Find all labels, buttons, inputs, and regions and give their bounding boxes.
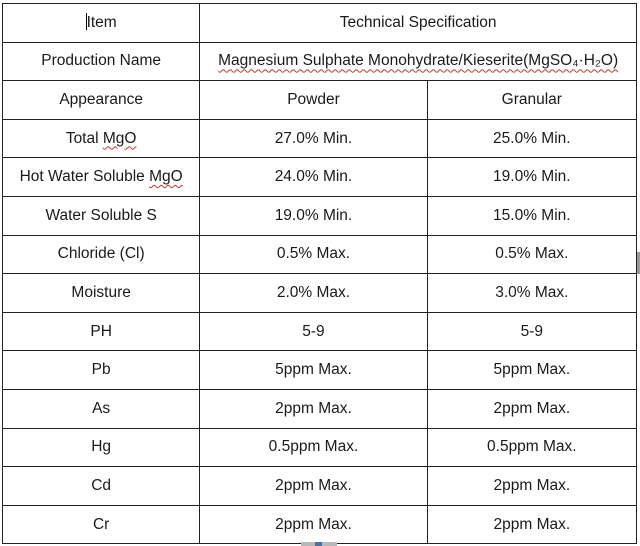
row-powder-value[interactable]: 2ppm Max.: [199, 504, 428, 545]
row-item-cell[interactable]: PH: [1, 311, 201, 352]
row-item-cell[interactable]: Total MgO: [1, 118, 201, 159]
row-item-cell[interactable]: Moisture: [1, 273, 201, 313]
table-row: Pb 5ppm Max. 5ppm Max.: [1, 350, 638, 390]
header-item-cell[interactable]: Item: [1, 3, 201, 43]
table-row: Total MgO 27.0% Min. 25.0% Min.: [1, 118, 638, 159]
row-item-label: Total MgO: [65, 129, 137, 147]
header-item-label: Item: [86, 14, 117, 32]
text-cursor: [85, 13, 87, 31]
row-item-label: As: [92, 399, 111, 417]
spellcheck-underline: MgO: [102, 129, 137, 147]
row-item-cell[interactable]: Pb: [1, 350, 201, 390]
row-item-label: Chloride (Cl): [57, 245, 145, 263]
table-row: Cd 2ppm Max. 2ppm Max.: [1, 466, 638, 506]
row-powder-value[interactable]: 5-9: [199, 311, 428, 352]
row-granular-value[interactable]: 2ppm Max.: [426, 388, 638, 429]
appearance-granular[interactable]: Granular: [426, 80, 638, 120]
row-granular-value[interactable]: 0.5% Max.: [426, 234, 638, 275]
row-item-cell[interactable]: Chloride (Cl): [1, 234, 201, 275]
table-row: Chloride (Cl) 0.5% Max. 0.5% Max.: [1, 234, 638, 275]
row-item-label: Pb: [91, 361, 111, 379]
appearance-label[interactable]: Appearance: [1, 80, 201, 120]
table-row: Hot Water Soluble MgO 24.0% Min. 19.0% Min…: [1, 157, 638, 197]
product-name-label[interactable]: Production Name: [1, 41, 201, 82]
row-item-label: Water Soluble S: [45, 206, 157, 224]
row-item-cell[interactable]: Cr: [1, 504, 201, 545]
horizontal-scroll-thumb[interactable]: [301, 542, 337, 546]
row-granular-value[interactable]: 3.0% Max.: [426, 273, 638, 313]
row-granular-value[interactable]: 2ppm Max.: [426, 504, 638, 545]
row-granular-value[interactable]: 15.0% Min.: [426, 195, 638, 236]
row-granular-value[interactable]: 2ppm Max.: [426, 466, 638, 506]
table-row: Cr 2ppm Max. 2ppm Max.: [1, 504, 638, 545]
row-item-cell[interactable]: Hg: [1, 427, 201, 468]
row-granular-value[interactable]: 19.0% Min.: [426, 157, 638, 197]
row-granular-value[interactable]: 0.5ppm Max.: [426, 427, 638, 468]
row-powder-value[interactable]: 0.5ppm Max.: [199, 427, 428, 468]
product-name-value-cell[interactable]: Magnesium Sulphate Monohydrate/Kieserite…: [199, 41, 637, 82]
spellcheck-underline: MgO: [149, 168, 183, 186]
row-granular-value[interactable]: 5ppm Max.: [426, 350, 638, 390]
row-item-label: Hg: [91, 438, 112, 456]
row-item-cell[interactable]: Cd: [1, 466, 201, 506]
row-granular-value[interactable]: 25.0% Min.: [426, 118, 638, 159]
spec-rows: Total MgO 27.0% Min. 25.0% Min. Hot Water S…: [1, 118, 638, 545]
table-row: Water Soluble S 19.0% Min. 15.0% Min.: [1, 195, 638, 236]
row-item-label: Cd: [91, 476, 112, 494]
vertical-scroll-thumb[interactable]: [637, 252, 640, 274]
table-row: Moisture 2.0% Max. 3.0% Max.: [1, 273, 638, 313]
table-row: PH 5-9 5-9: [1, 311, 638, 352]
row-powder-value[interactable]: 2.0% Max.: [199, 273, 428, 313]
appearance-row: Appearance Powder Granular: [1, 80, 638, 120]
specification-table: Item Technical Specification Production …: [1, 3, 638, 545]
scroll-thumb-grip-icon: [315, 542, 322, 546]
product-name-value: Magnesium Sulphate Monohydrate/Kieserite…: [218, 52, 619, 70]
row-item-cell[interactable]: As: [1, 388, 201, 429]
row-item-label: Hot Water Soluble MgO: [19, 168, 183, 186]
row-powder-value[interactable]: 2ppm Max.: [199, 388, 428, 429]
row-item-label: Cr: [92, 515, 110, 533]
header-spec-label: Technical Specification: [339, 13, 497, 31]
row-item-label: Moisture: [71, 283, 131, 301]
row-granular-value[interactable]: 5-9: [426, 311, 638, 352]
row-item-cell[interactable]: Water Soluble S: [1, 195, 201, 236]
row-powder-value[interactable]: 0.5% Max.: [199, 234, 428, 275]
row-item-cell[interactable]: Hot Water Soluble MgO: [1, 157, 201, 197]
row-powder-value[interactable]: 19.0% Min.: [199, 195, 428, 236]
appearance-powder[interactable]: Powder: [199, 80, 428, 120]
table-header-row: Item Technical Specification: [1, 3, 637, 43]
row-item-label: PH: [90, 322, 112, 340]
table-row: As 2ppm Max. 2ppm Max.: [1, 388, 638, 429]
row-powder-value[interactable]: 24.0% Min.: [199, 157, 428, 197]
row-powder-value[interactable]: 27.0% Min.: [199, 118, 428, 159]
row-powder-value[interactable]: 5ppm Max.: [199, 350, 428, 390]
table-row: Hg 0.5ppm Max. 0.5ppm Max.: [1, 427, 638, 468]
header-spec-cell[interactable]: Technical Specification: [199, 3, 637, 43]
product-name-row: Production Name Magnesium Sulphate Monoh…: [1, 41, 637, 82]
row-powder-value[interactable]: 2ppm Max.: [199, 466, 428, 506]
